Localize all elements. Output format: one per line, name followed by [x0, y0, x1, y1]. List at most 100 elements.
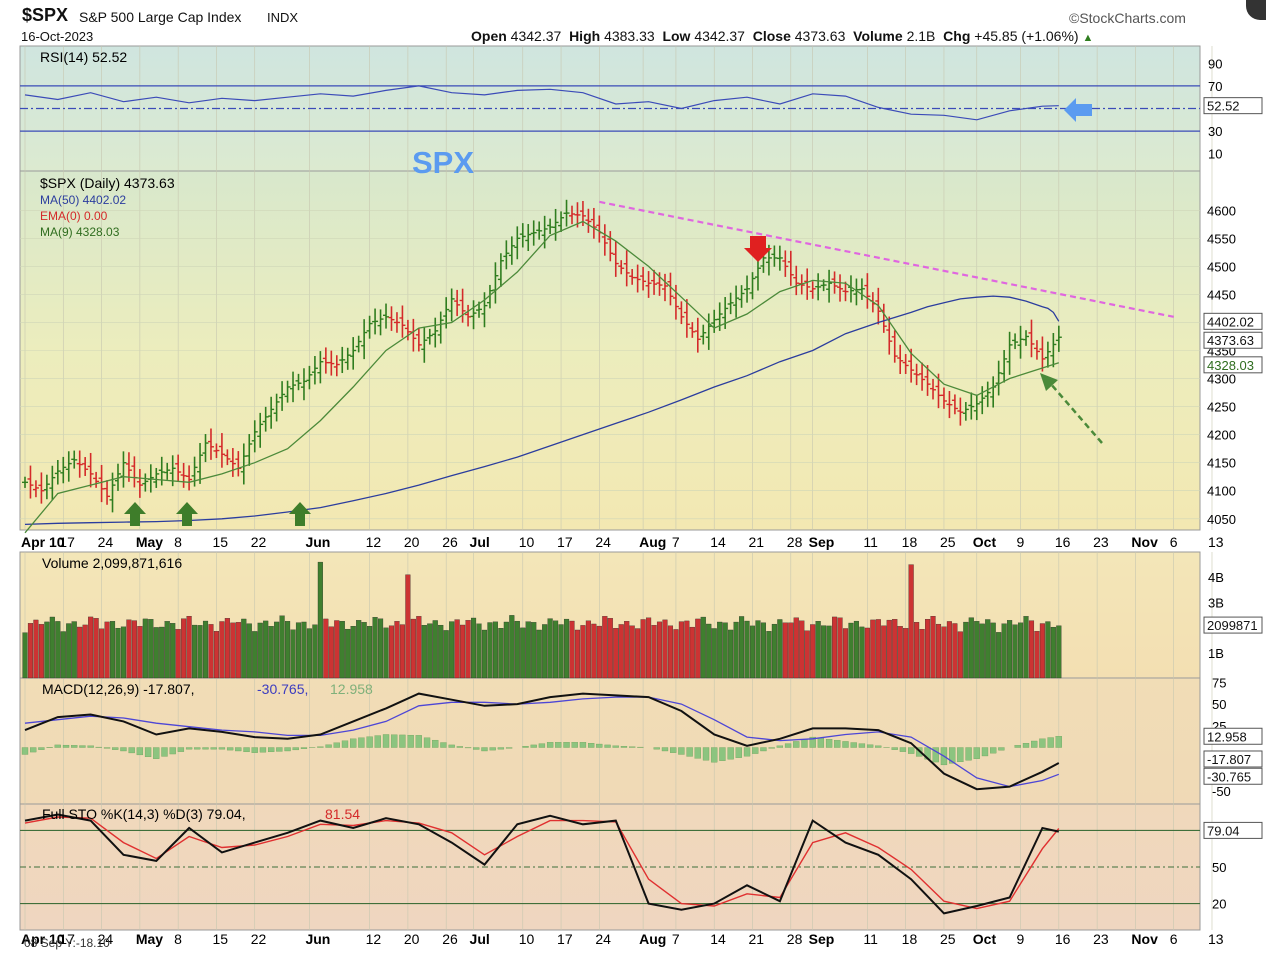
- macd-hist-bar: [842, 741, 849, 748]
- macd-hist-bar: [235, 747, 242, 752]
- volume-bar: [821, 625, 827, 679]
- macd-hist-bar: [530, 744, 537, 748]
- x-tick-label-bottom: 6: [1170, 931, 1178, 947]
- volume-bar: [142, 618, 148, 679]
- volume-bar: [104, 621, 110, 679]
- macd-hist-bar: [505, 747, 513, 749]
- volume-bar: [624, 621, 630, 679]
- volume-badge: 2099871: [1207, 618, 1258, 633]
- price-y-tick: 4450: [1207, 287, 1236, 302]
- volume-bar: [749, 625, 756, 679]
- macd-hist-bar: [686, 747, 693, 757]
- macd-badge: -17.807: [1207, 752, 1251, 767]
- volume-bar: [1023, 616, 1029, 679]
- x-tick-label: 22: [251, 534, 267, 550]
- x-tick-label: Aug: [639, 534, 666, 550]
- volume-bar: [1056, 625, 1062, 679]
- macd-hist-bar: [907, 747, 915, 754]
- window-corner-icon: [1246, 0, 1266, 20]
- green-dashed-arrow-shaft: [1049, 382, 1103, 444]
- x-tick-label: 8: [174, 534, 182, 550]
- macd-hist-bar: [965, 747, 972, 761]
- x-tick-label: Jul: [470, 534, 490, 550]
- rsi-legend: RSI(14) 52.52: [40, 49, 127, 65]
- macd-hist-bar: [1022, 743, 1030, 748]
- x-tick-label-bottom: 9: [1017, 931, 1025, 947]
- macd-hist-bar: [579, 742, 587, 748]
- x-tick-label-bottom: 13: [1208, 931, 1224, 947]
- high-label: High: [569, 28, 601, 44]
- volume-bar: [689, 626, 695, 679]
- volume-bar: [164, 621, 170, 679]
- volume-bar: [301, 621, 307, 679]
- macd-hist-bar: [801, 739, 808, 748]
- price-y-tick: 4600: [1207, 203, 1236, 218]
- x-tick-label-bottom: 26: [442, 931, 458, 947]
- volume-bar: [33, 619, 39, 679]
- ma50-line: [24, 295, 1060, 526]
- macd-hist-bar: [834, 740, 841, 748]
- macd-hist-bar: [866, 744, 874, 748]
- volume-bar: [1007, 620, 1013, 679]
- open-value: 4342.37: [510, 28, 562, 44]
- macd-hist-bar: [571, 742, 578, 748]
- macd-hist-bar: [292, 747, 299, 751]
- volume-bar: [148, 619, 154, 679]
- blue-left-arrow-icon: [1064, 98, 1092, 122]
- price-y-tick: 4150: [1207, 456, 1236, 471]
- volume-bar: [755, 620, 761, 679]
- macd-hist-bar: [1039, 738, 1046, 748]
- macd-hist-bar: [473, 747, 480, 750]
- volume-bar: [558, 624, 564, 679]
- volume-bar: [454, 619, 460, 679]
- volume-bar: [60, 631, 66, 679]
- macd-hist-bar: [382, 734, 390, 748]
- macd-hist-bar: [768, 747, 775, 749]
- volume-bar: [449, 621, 455, 679]
- volume-bar: [230, 622, 236, 679]
- rsi-badge-box: [1203, 97, 1263, 115]
- x-tick-label: 16: [1055, 534, 1071, 550]
- macd-hist-bar: [604, 744, 611, 748]
- chg-up-arrow-icon: ▲: [1082, 32, 1094, 44]
- macd-y-tick: -50: [1212, 784, 1231, 799]
- macd-hist-bar: [735, 747, 742, 758]
- low-label: Low: [662, 28, 691, 44]
- volume-bar: [580, 625, 586, 679]
- sto-badge: 79.04: [1207, 823, 1240, 838]
- volume-bar: [760, 622, 766, 679]
- macd-badge-box: [1203, 750, 1263, 768]
- sto-badge-box: [1203, 821, 1263, 839]
- price-legend: $SPX (Daily) 4373.63: [40, 175, 175, 191]
- macd-hist-bar: [719, 747, 726, 761]
- volume-bar: [377, 618, 384, 679]
- volume-bar: [503, 621, 509, 679]
- macd-hist-bar: [103, 747, 111, 749]
- volume-bar: [367, 626, 373, 679]
- volume-bar: [925, 619, 931, 679]
- macd-hist-bar: [185, 747, 193, 750]
- volume-bar: [706, 623, 712, 679]
- volume-bar: [268, 626, 274, 679]
- volume-bar: [525, 621, 531, 679]
- macd-hist-bar: [54, 744, 61, 748]
- volume-bar: [832, 616, 838, 679]
- volume-bar: [208, 624, 214, 679]
- rsi-y-tick: 30: [1208, 124, 1222, 139]
- x-tick-label: 24: [595, 534, 611, 550]
- x-tick-label-bottom: 18: [902, 931, 918, 947]
- macd-hist-bar: [620, 746, 628, 748]
- volume-bar: [542, 624, 548, 679]
- volume-bar: [82, 624, 88, 679]
- macd-hist-bar: [267, 747, 275, 753]
- volume-bar: [810, 624, 816, 679]
- close-badge-box: [1203, 331, 1263, 349]
- volume-bar: [563, 618, 570, 679]
- x-tick-label-bottom: 17: [59, 931, 75, 947]
- volume-bar: [979, 623, 985, 679]
- volume-bar: [837, 617, 843, 679]
- volume-bar: [383, 627, 389, 679]
- macd-hist-bar: [1031, 740, 1038, 748]
- volume-bar: [274, 621, 280, 679]
